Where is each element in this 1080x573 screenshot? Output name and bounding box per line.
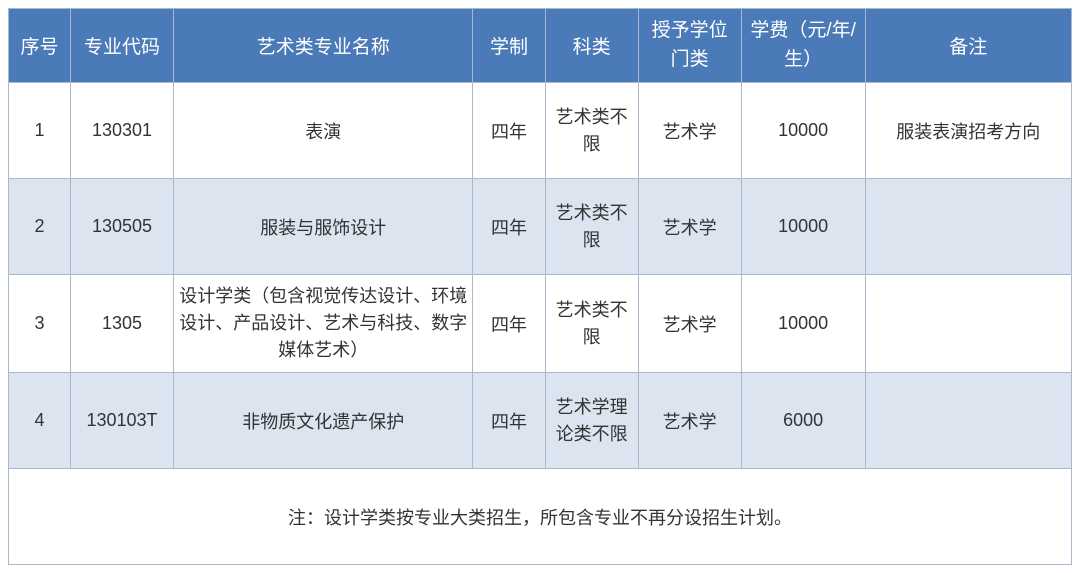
table-footer-row: 注：设计学类按专业大类招生，所包含专业不再分设招生计划。	[9, 469, 1072, 565]
cell-name: 表演	[174, 83, 473, 179]
col-header-category: 科类	[545, 9, 638, 83]
cell-duration: 四年	[473, 179, 545, 275]
cell-category: 艺术类不限	[545, 275, 638, 373]
col-header-note: 备注	[865, 9, 1071, 83]
cell-note	[865, 179, 1071, 275]
table-row: 4 130103T 非物质文化遗产保护 四年 艺术学理论类不限 艺术学 6000	[9, 373, 1072, 469]
cell-category: 艺术类不限	[545, 83, 638, 179]
cell-degree: 艺术学	[638, 83, 741, 179]
col-header-code: 专业代码	[70, 9, 173, 83]
cell-duration: 四年	[473, 83, 545, 179]
table-row: 1 130301 表演 四年 艺术类不限 艺术学 10000 服装表演招考方向	[9, 83, 1072, 179]
col-header-name: 艺术类专业名称	[174, 9, 473, 83]
cell-degree: 艺术学	[638, 275, 741, 373]
cell-name: 服装与服饰设计	[174, 179, 473, 275]
cell-degree: 艺术学	[638, 373, 741, 469]
cell-duration: 四年	[473, 275, 545, 373]
majors-table: 序号 专业代码 艺术类专业名称 学制 科类 授予学位门类 学费（元/年/生） 备…	[8, 8, 1072, 565]
cell-seq: 2	[9, 179, 71, 275]
col-header-degree: 授予学位门类	[638, 9, 741, 83]
cell-category: 艺术学理论类不限	[545, 373, 638, 469]
cell-category: 艺术类不限	[545, 179, 638, 275]
cell-name: 非物质文化遗产保护	[174, 373, 473, 469]
cell-code: 1305	[70, 275, 173, 373]
col-header-duration: 学制	[473, 9, 545, 83]
cell-code: 130103T	[70, 373, 173, 469]
footer-note: 注：设计学类按专业大类招生，所包含专业不再分设招生计划。	[9, 469, 1072, 565]
table-header-row: 序号 专业代码 艺术类专业名称 学制 科类 授予学位门类 学费（元/年/生） 备…	[9, 9, 1072, 83]
cell-tuition: 10000	[741, 275, 865, 373]
cell-seq: 1	[9, 83, 71, 179]
table-row: 3 1305 设计学类（包含视觉传达设计、环境设计、产品设计、艺术与科技、数字媒…	[9, 275, 1072, 373]
cell-note	[865, 373, 1071, 469]
cell-note: 服装表演招考方向	[865, 83, 1071, 179]
cell-tuition: 6000	[741, 373, 865, 469]
cell-note	[865, 275, 1071, 373]
cell-tuition: 10000	[741, 179, 865, 275]
col-header-tuition: 学费（元/年/生）	[741, 9, 865, 83]
majors-table-container: 序号 专业代码 艺术类专业名称 学制 科类 授予学位门类 学费（元/年/生） 备…	[8, 8, 1072, 565]
cell-name: 设计学类（包含视觉传达设计、环境设计、产品设计、艺术与科技、数字媒体艺术）	[174, 275, 473, 373]
cell-seq: 3	[9, 275, 71, 373]
cell-seq: 4	[9, 373, 71, 469]
cell-code: 130505	[70, 179, 173, 275]
cell-tuition: 10000	[741, 83, 865, 179]
table-row: 2 130505 服装与服饰设计 四年 艺术类不限 艺术学 10000	[9, 179, 1072, 275]
cell-degree: 艺术学	[638, 179, 741, 275]
cell-duration: 四年	[473, 373, 545, 469]
cell-code: 130301	[70, 83, 173, 179]
col-header-seq: 序号	[9, 9, 71, 83]
